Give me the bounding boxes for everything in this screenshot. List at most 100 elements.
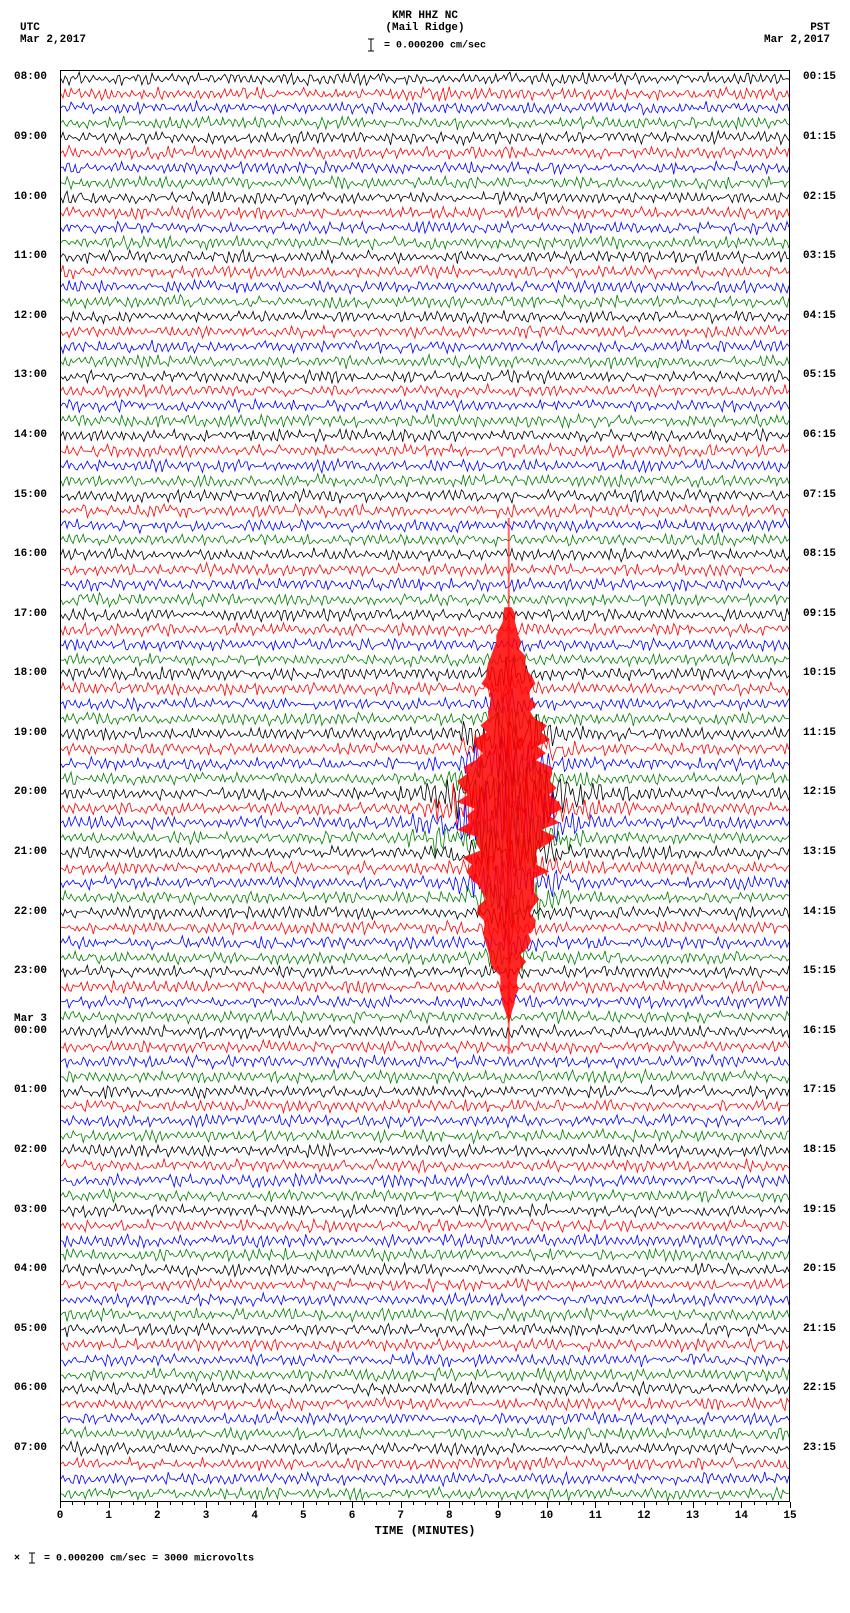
pst-hour-label: 21:15 — [803, 1323, 836, 1335]
x-tick-minor — [632, 1502, 633, 1505]
utc-hour-label: 17:00 — [14, 608, 47, 620]
utc-hour-label: 08:00 — [14, 71, 47, 83]
x-tick-label: 13 — [686, 1510, 699, 1522]
x-tick-minor — [754, 1502, 755, 1505]
x-tick-minor — [243, 1502, 244, 1505]
x-tick-major — [352, 1502, 353, 1508]
pst-hour-label: 16:15 — [803, 1025, 836, 1037]
x-tick-label: 2 — [154, 1510, 161, 1522]
pst-hour-label: 03:15 — [803, 250, 836, 262]
x-tick-minor — [510, 1502, 511, 1505]
utc-hour-label: 09:00 — [14, 131, 47, 143]
x-tick-label: 10 — [540, 1510, 553, 1522]
utc-hour-label: 13:00 — [14, 369, 47, 381]
x-tick-minor — [194, 1502, 195, 1505]
scale-bar-icon — [26, 1552, 38, 1564]
pst-hour-label: 20:15 — [803, 1263, 836, 1275]
scale-indicator: = 0.000200 cm/sec — [364, 38, 486, 52]
x-tick-minor — [291, 1502, 292, 1505]
x-tick-minor — [668, 1502, 669, 1505]
x-tick-minor — [656, 1502, 657, 1505]
pst-hour-label: 22:15 — [803, 1382, 836, 1394]
x-tick-minor — [681, 1502, 682, 1505]
x-tick-minor — [729, 1502, 730, 1505]
x-tick-minor — [778, 1502, 779, 1505]
pst-hour-label: 04:15 — [803, 310, 836, 322]
utc-hour-label: 12:00 — [14, 310, 47, 322]
utc-hour-label: 14:00 — [14, 429, 47, 441]
x-tick-major — [255, 1502, 256, 1508]
pst-hour-label: 12:15 — [803, 786, 836, 798]
x-tick-minor — [218, 1502, 219, 1505]
x-tick-minor — [474, 1502, 475, 1505]
utc-hour-label: 16:00 — [14, 548, 47, 560]
x-tick-minor — [376, 1502, 377, 1505]
utc-hour-label: 05:00 — [14, 1323, 47, 1335]
pst-hour-label: 07:15 — [803, 489, 836, 501]
x-tick-major — [157, 1502, 158, 1508]
x-tick-minor — [316, 1502, 317, 1505]
pst-hour-label: 00:15 — [803, 71, 836, 83]
pst-date: Mar 2,2017 — [764, 34, 830, 46]
date-break-label: Mar 3 — [14, 1013, 47, 1025]
footer-prefix-glyph: × — [14, 1554, 20, 1565]
pst-hour-label: 08:15 — [803, 548, 836, 560]
title-block: KMR HHZ NC (Mail Ridge) = 0.000200 cm/se… — [364, 10, 486, 52]
utc-hour-label: 10:00 — [14, 191, 47, 203]
utc-block: UTC Mar 2,2017 — [20, 22, 86, 46]
x-tick-minor — [84, 1502, 85, 1505]
x-tick-minor — [462, 1502, 463, 1505]
x-tick-label: 15 — [783, 1510, 796, 1522]
utc-hour-label: 02:00 — [14, 1144, 47, 1156]
utc-hour-label: 03:00 — [14, 1204, 47, 1216]
footer: × = 0.000200 cm/sec = 3000 microvolts — [10, 1552, 840, 1565]
plot-wrapper: 08:0009:0010:0011:0012:0013:0014:0015:00… — [10, 70, 840, 1502]
pst-hour-label: 06:15 — [803, 429, 836, 441]
x-tick-major — [741, 1502, 742, 1508]
utc-hour-label: 07:00 — [14, 1442, 47, 1454]
x-tick-label: 9 — [495, 1510, 502, 1522]
x-tick-minor — [620, 1502, 621, 1505]
x-tick-major — [498, 1502, 499, 1508]
x-tick-minor — [486, 1502, 487, 1505]
x-tick-label: 12 — [637, 1510, 650, 1522]
x-tick-minor — [97, 1502, 98, 1505]
utc-hour-label: 22:00 — [14, 906, 47, 918]
x-tick-label: 7 — [397, 1510, 404, 1522]
x-tick-minor — [72, 1502, 73, 1505]
x-tick-label: 3 — [203, 1510, 210, 1522]
x-tick-minor — [230, 1502, 231, 1505]
x-tick-major — [401, 1502, 402, 1508]
x-tick-minor — [267, 1502, 268, 1505]
x-tick-minor — [413, 1502, 414, 1505]
x-tick-minor — [559, 1502, 560, 1505]
utc-hour-label: 06:00 — [14, 1382, 47, 1394]
utc-hour-label: 01:00 — [14, 1084, 47, 1096]
seismogram-container: UTC Mar 2,2017 KMR HHZ NC (Mail Ridge) =… — [10, 10, 840, 1565]
scale-bar-icon — [364, 38, 378, 52]
x-tick-minor — [328, 1502, 329, 1505]
utc-label: UTC — [20, 22, 86, 34]
x-tick-label: 11 — [589, 1510, 602, 1522]
x-tick-minor — [279, 1502, 280, 1505]
x-tick-minor — [340, 1502, 341, 1505]
x-tick-label: 14 — [735, 1510, 748, 1522]
utc-hour-label: 11:00 — [14, 250, 47, 262]
utc-date: Mar 2,2017 — [20, 34, 86, 46]
utc-hour-label: 00:00 — [14, 1025, 47, 1037]
pst-hour-label: 18:15 — [803, 1144, 836, 1156]
x-tick-minor — [133, 1502, 134, 1505]
footer-text: = 0.000200 cm/sec = 3000 microvolts — [44, 1554, 254, 1565]
x-tick-major — [303, 1502, 304, 1508]
pst-hour-label: 10:15 — [803, 667, 836, 679]
x-tick-label: 5 — [300, 1510, 307, 1522]
x-tick-major — [644, 1502, 645, 1508]
x-tick-major — [790, 1502, 791, 1508]
trace-row — [61, 1464, 789, 1502]
station-title: KMR HHZ NC — [364, 10, 486, 22]
x-tick-label: 1 — [105, 1510, 112, 1522]
pst-hour-label: 02:15 — [803, 191, 836, 203]
pst-hour-label: 09:15 — [803, 608, 836, 620]
utc-hour-label: 19:00 — [14, 727, 47, 739]
x-tick-major — [693, 1502, 694, 1508]
